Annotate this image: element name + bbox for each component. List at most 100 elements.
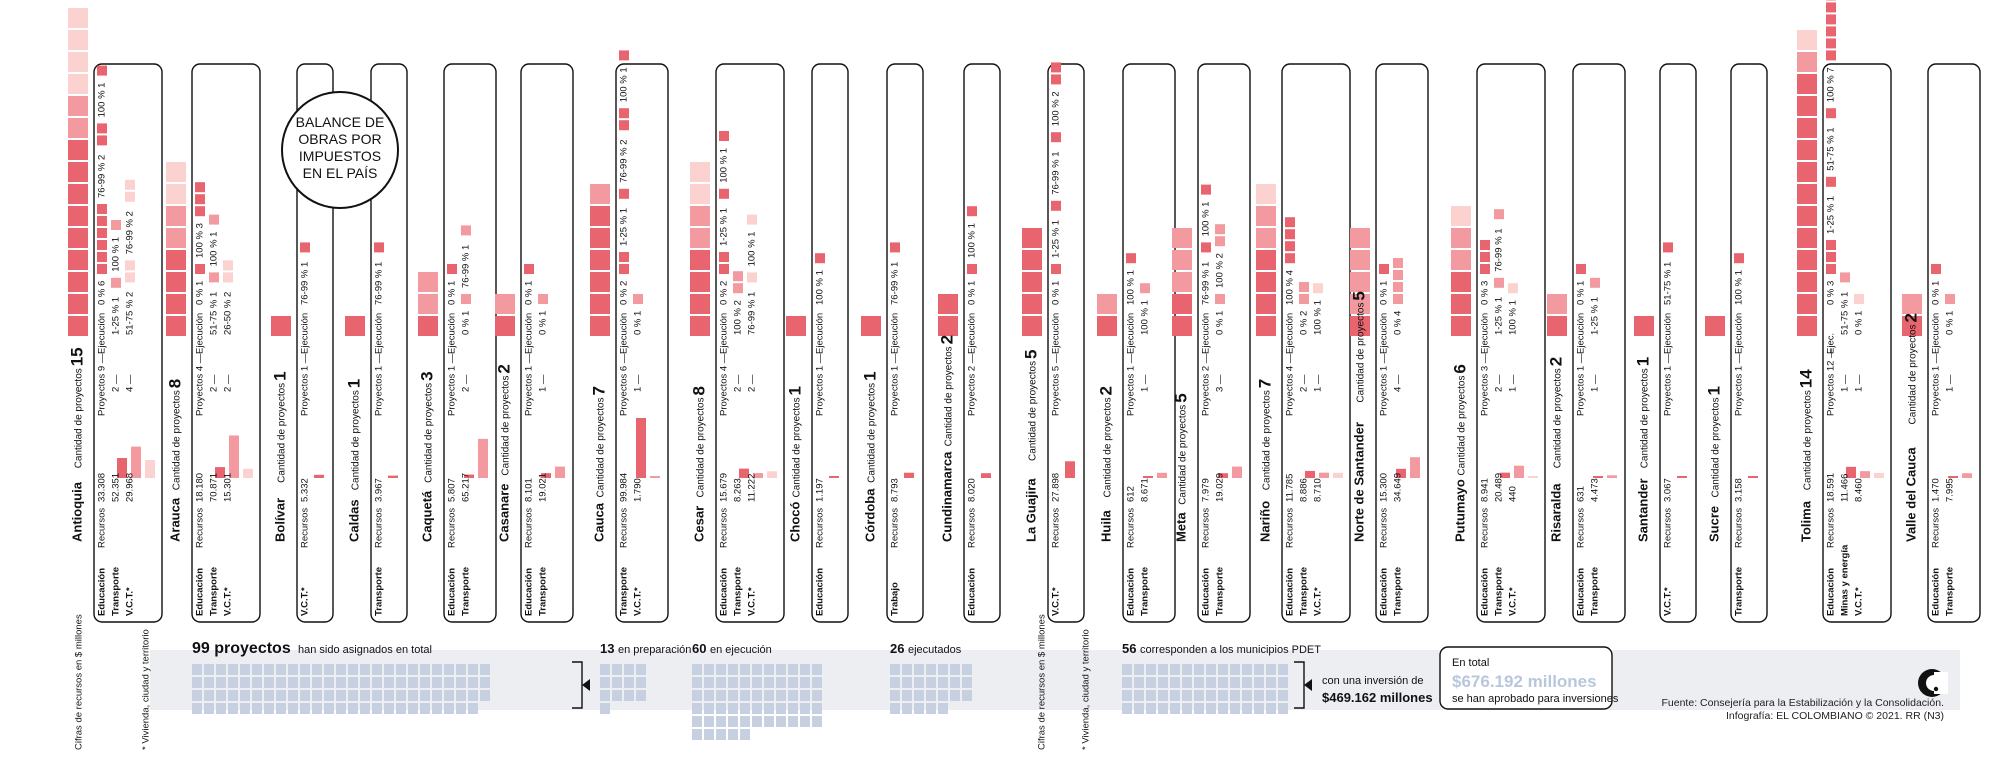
- total-box: [1439, 646, 1613, 710]
- el-colombiano-logo: [1918, 669, 1948, 697]
- project-block: [312, 664, 322, 675]
- projects-count: 2 —: [223, 374, 234, 392]
- project-block: [384, 677, 394, 688]
- project-block: [264, 664, 274, 675]
- execution-square: [1590, 277, 1600, 288]
- sector-resources: 8.710: [1313, 478, 1324, 502]
- project-block: [372, 664, 382, 675]
- sector-label: Transporte: [374, 567, 385, 616]
- execution-range: 76-99 % 1: [300, 262, 311, 305]
- department-total: 7: [1255, 379, 1274, 388]
- department-name: Putumayo: [1452, 479, 1467, 542]
- department-antioquia: Antioquia Cantidad de proyectos 15 Educació…: [67, 8, 163, 623]
- execution-range: 51-75 % 1: [1663, 262, 1674, 305]
- preparation-block: [600, 677, 610, 688]
- projects-count: 2 —: [733, 374, 744, 392]
- project-block: [468, 664, 478, 675]
- department-total: 1: [344, 379, 363, 388]
- execution-square: [1393, 294, 1403, 304]
- execution-square: [719, 252, 729, 262]
- project-block: [336, 664, 346, 675]
- department-name: Valle del Cauca: [1903, 447, 1918, 542]
- project-square: [690, 250, 710, 270]
- execution-range: 100 % 4: [1285, 270, 1296, 305]
- vct-note: * Vivienda, ciudad y territorio: [141, 629, 152, 750]
- project-block: [300, 690, 310, 701]
- project-block: [228, 690, 238, 701]
- project-square: [1256, 294, 1276, 314]
- executed-block: [962, 677, 972, 688]
- execution-block: [752, 664, 762, 675]
- executed-block: [926, 664, 936, 675]
- execution-square: [619, 50, 629, 61]
- project-block: [348, 664, 358, 675]
- projects-count: 1 —: [1590, 374, 1601, 392]
- executed-block: [938, 677, 948, 688]
- pdet-invest-label: con una inversión de: [1322, 675, 1424, 687]
- execution-label: Ejec.: [1826, 333, 1837, 354]
- sector-label: V.C.T.*: [300, 587, 311, 616]
- department-total: 5: [1171, 393, 1190, 402]
- sector-resources: 3.158: [1734, 478, 1745, 502]
- sector-label: Transporte: [1299, 567, 1310, 616]
- department-name: Norte de Santander: [1351, 422, 1366, 542]
- resource-bar: [1333, 472, 1343, 478]
- pdet-block: [1266, 690, 1276, 701]
- execution-range: 0 % 1: [538, 311, 549, 335]
- project-block: [372, 703, 382, 714]
- execution-square: [1051, 200, 1061, 211]
- execution-square: [374, 242, 384, 253]
- sector-label: Educación: [1201, 568, 1212, 616]
- execution-block: [716, 729, 726, 740]
- pdet-block: [1170, 690, 1180, 701]
- project-square: [166, 316, 186, 336]
- projects-count: Proyectos 4 —: [195, 353, 206, 416]
- pdet-block: [1146, 703, 1156, 714]
- execution-square: [1826, 176, 1836, 187]
- project-block: [408, 703, 418, 714]
- project-square: [1350, 294, 1370, 314]
- execution-square: [1313, 283, 1323, 294]
- sector-label: V.C.T.*: [1051, 587, 1062, 616]
- department-name: Sucre: [1706, 506, 1721, 542]
- executed-block: [902, 664, 912, 675]
- pdet-block: [1134, 664, 1144, 675]
- projects-count: Proyectos 1 —: [374, 353, 385, 416]
- execution-block: [788, 677, 798, 688]
- executed-block: [890, 664, 900, 675]
- execution-square: [890, 242, 900, 253]
- execution-range: 1-25 % 1: [619, 208, 630, 246]
- execution-range: 76-99 % 1: [747, 292, 758, 335]
- sector-resources: 8.460: [1854, 478, 1865, 502]
- project-square: [166, 250, 186, 270]
- project-block: [456, 677, 466, 688]
- sector-resources: 3.967: [374, 478, 385, 502]
- preparation-block: [636, 664, 646, 675]
- department-caquet-: Caquetá Cantidad de proyectos 3 Educación Tr…: [417, 63, 497, 623]
- execution-range: 100 % 1: [1140, 300, 1151, 335]
- project-block: [336, 677, 346, 688]
- department-name: Huila: [1098, 509, 1113, 542]
- project-square: [1097, 294, 1117, 314]
- projects-caption: Cantidad de proyectos: [944, 346, 955, 446]
- projects-caption: Cantidad de proyectos: [501, 376, 512, 476]
- project-square: [590, 294, 610, 314]
- project-block: [396, 703, 406, 714]
- pdet-block: [1194, 677, 1204, 688]
- pdet-invest-value: $469.162 millones: [1322, 690, 1433, 705]
- pdet-block: [1122, 664, 1132, 675]
- resources-label: Recursos: [447, 508, 458, 548]
- department-total: 8: [689, 386, 708, 395]
- department-c-rdoba: Córdoba Cantidad de proyectos 1 Trabajo Recu…: [860, 63, 924, 623]
- department-name: Meta: [1173, 512, 1188, 542]
- department-panel: [615, 63, 669, 623]
- title-line-1: BALANCE DE: [296, 114, 385, 130]
- projects-caption: Cantidad de proyectos: [424, 383, 435, 483]
- pdet-block: [1242, 664, 1252, 675]
- pdet-arrow: [1304, 679, 1312, 691]
- execution-square: [300, 242, 310, 253]
- sector-label: Educación: [1126, 568, 1137, 616]
- project-block: [192, 703, 202, 714]
